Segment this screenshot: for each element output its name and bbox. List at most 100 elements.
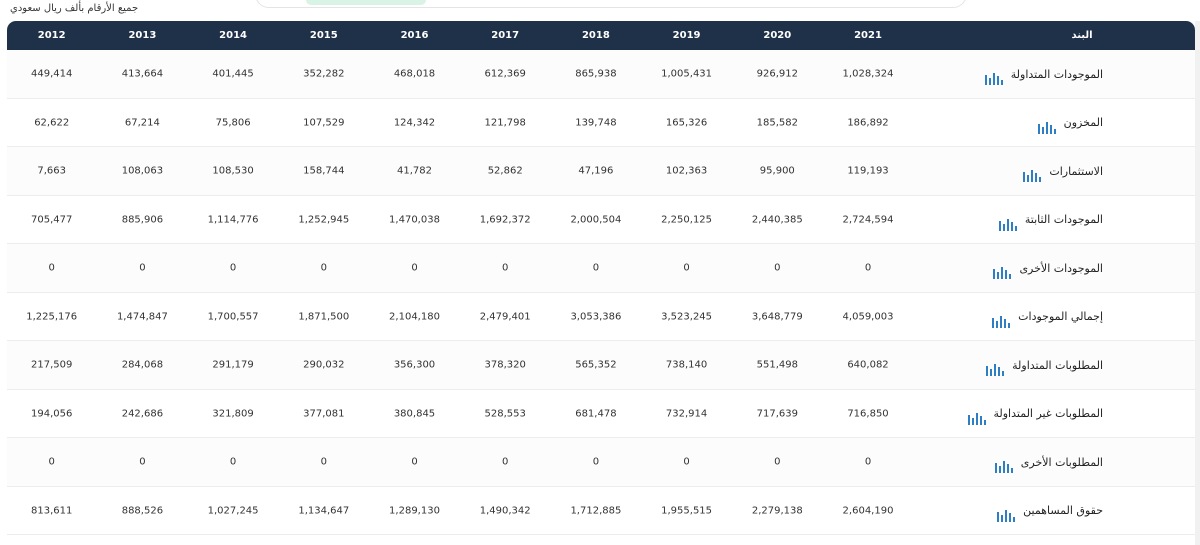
table-cell: 413,664	[121, 68, 164, 80]
table-cell: 2,250,125	[661, 214, 713, 226]
chart-icon[interactable]	[1037, 121, 1056, 134]
chart-icon[interactable]	[998, 218, 1017, 231]
table-cell: 0	[683, 262, 690, 274]
row-label: الموجودات الأخرى	[993, 257, 1103, 280]
chart-icon[interactable]	[984, 73, 1003, 86]
table-cell: 0	[592, 262, 600, 274]
column-header: 2015	[309, 30, 338, 41]
chart-icon[interactable]	[993, 267, 1012, 280]
table-cell: 7,663	[37, 165, 67, 177]
row-label-text: الموجودات الأخرى	[1019, 261, 1103, 275]
table-cell: 0	[48, 262, 55, 274]
table-row	[7, 98, 1195, 147]
column-header: 2014	[219, 30, 248, 41]
chart-icon[interactable]	[986, 364, 1005, 377]
table-cell: 377,081	[303, 408, 345, 420]
table-cell: 1,289,130	[389, 505, 440, 517]
table-cell: 3,648,779	[751, 311, 803, 323]
table-cell: 291,179	[212, 359, 254, 371]
row-label-text: المخزون	[1063, 116, 1103, 130]
table-cell: 290,032	[303, 359, 345, 371]
table-cell: 1,028,324	[842, 68, 894, 80]
table-cell: 67,214	[124, 117, 160, 129]
chart-icon[interactable]	[994, 461, 1013, 474]
table-cell: 716,850	[847, 408, 889, 420]
table-cell: 2,479,401	[479, 311, 531, 323]
table-cell: 1,252,945	[298, 214, 350, 226]
column-header: 2013	[128, 30, 157, 41]
row-label-text: المطلوبات غير المتداولة	[993, 407, 1104, 421]
table-cell: 95,900	[759, 165, 795, 177]
table-cell: 1,474,847	[116, 311, 168, 323]
table-header	[7, 21, 1195, 50]
table-cell: 1,692,372	[479, 214, 531, 226]
row-label: المخزون	[1037, 112, 1103, 134]
row-label-text: المطلوبات المتداولة	[1012, 358, 1103, 372]
search-box[interactable]	[255, 0, 967, 8]
table-cell: 468,018	[393, 68, 436, 80]
column-header: 2020	[763, 30, 792, 41]
table-cell: 1,700,557	[207, 311, 259, 323]
table-cell: 0	[139, 456, 146, 468]
table-cell: 3,053,386	[570, 311, 622, 323]
table-cell: 165,326	[665, 117, 708, 129]
table-cell: 1,027,245	[207, 505, 259, 517]
table-cell: 0	[411, 456, 418, 468]
table-cell: 2,724,594	[842, 214, 894, 226]
table-cell: 108,530	[212, 165, 254, 177]
table-cell: 0	[229, 456, 237, 468]
table-row	[7, 244, 1195, 293]
table-cell: 813,611	[31, 505, 73, 517]
table-cell: 242,686	[121, 408, 164, 420]
column-header: 2021	[854, 30, 882, 41]
row-label-text: حقوق المساهمين	[1023, 504, 1103, 518]
table-cell: 378,320	[484, 359, 526, 371]
table-row	[7, 341, 1195, 390]
row-label: المطلوبات المتداولة	[986, 354, 1103, 377]
row-label: إجمالي الموجودات	[992, 306, 1103, 328]
row-label: الموجودات المتداولة	[984, 63, 1103, 86]
table-cell: 1,114,776	[207, 214, 259, 226]
chart-icon[interactable]	[967, 412, 986, 425]
table-cell: 0	[502, 456, 509, 468]
table-cell: 0	[320, 262, 327, 274]
table-cell: 885,906	[121, 214, 164, 226]
table-cell: 185,582	[756, 117, 798, 129]
column-header: 2018	[581, 30, 610, 41]
table-cell: 186,892	[847, 117, 889, 129]
table-cell: 194,056	[31, 408, 73, 420]
table-cell: 0	[683, 456, 690, 468]
table-cell: 1,490,342	[479, 505, 531, 517]
table-cell: 926,912	[756, 68, 798, 80]
table-cell: 888,526	[121, 505, 164, 517]
row-label: الاستثمارات	[1023, 160, 1103, 183]
table-cell: 0	[139, 262, 146, 274]
table-cell: 0	[320, 456, 327, 468]
row-label-text: الموجودات المتداولة	[1010, 67, 1103, 81]
chart-icon[interactable]	[997, 509, 1016, 522]
table-cell: 528,553	[484, 408, 526, 420]
chart-icon[interactable]	[992, 315, 1011, 328]
table-cell: 1,005,431	[661, 68, 713, 80]
table-cell: 75,806	[215, 117, 251, 129]
table-cell: 0	[48, 456, 55, 468]
table-cell: 41,782	[397, 165, 432, 177]
table-cell: 102,363	[665, 165, 708, 177]
scrollbar[interactable]	[1195, 21, 1200, 545]
table-cell: 0	[864, 262, 872, 274]
table-cell: 717,639	[756, 408, 798, 420]
table-cell: 1,470,038	[389, 214, 440, 226]
table-cell: 0	[502, 262, 509, 274]
table-cell: 565,352	[575, 359, 617, 371]
table-cell: 401,445	[212, 68, 254, 80]
table-cell: 2,000,504	[570, 214, 622, 226]
table-cell: 1,712,885	[570, 505, 622, 517]
table-row	[7, 147, 1195, 196]
row-label-text: المطلوبات الأخرى	[1020, 455, 1103, 469]
table-cell: 1,134,647	[298, 505, 350, 517]
table-row	[7, 195, 1195, 244]
table-cell: 1,955,515	[661, 505, 713, 517]
column-header: 2017	[491, 30, 520, 41]
chart-icon[interactable]	[1023, 170, 1042, 183]
table-cell: 108,063	[121, 165, 164, 177]
